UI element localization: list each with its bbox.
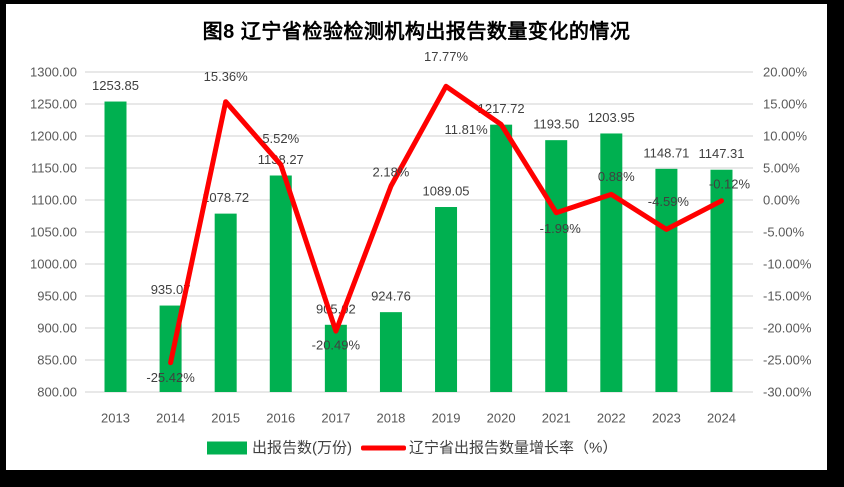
legend-line-swatch-icon [361, 445, 406, 451]
bar-2015 [214, 213, 237, 392]
bar-2021 [545, 140, 568, 392]
legend-label-bars: 出报告数(万份) [252, 440, 352, 457]
x-axis-label: 2023 [652, 411, 681, 426]
bar-2017 [324, 324, 347, 392]
right-axis-tick-label: 0.00% [763, 193, 800, 208]
left-axis-tick-label: 900.00 [37, 321, 77, 336]
x-axis-label: 2018 [376, 411, 405, 426]
growth-value-label: 17.77% [424, 49, 469, 64]
x-axis-label: 2019 [432, 411, 461, 426]
growth-value-label: -1.99% [540, 221, 582, 236]
x-axis-label: 2022 [597, 411, 626, 426]
legend-bar-swatch-icon [207, 441, 247, 455]
left-axis-tick-label: 1000.00 [30, 257, 77, 272]
bar-2024 [710, 169, 733, 392]
right-axis-tick-label: 20.00% [763, 65, 808, 80]
growth-value-label: 11.81% [445, 122, 489, 137]
bar-value-label: 1203.95 [588, 110, 635, 125]
right-axis-tick-label: -5.00% [763, 225, 805, 240]
x-axis-label: 2020 [487, 411, 516, 426]
chart-plot-area: 1300.00 20.00% 1250.00 15.00% 1200.00 10.00% 1… [30, 49, 812, 457]
bar-2020 [490, 124, 513, 392]
right-axis-tick-label: 5.00% [763, 161, 800, 176]
left-axis-tick-label: 1150.00 [31, 161, 77, 176]
legend-label-line: 辽宁省出报告数量增长率（%） [409, 440, 617, 457]
bar-value-label: 1217.72 [478, 101, 525, 116]
left-axis-tick-label: 850.00 [37, 353, 77, 368]
bar-value-label: 1147.31 [698, 146, 744, 161]
left-axis-tick-label: 1250.00 [30, 97, 77, 112]
bar-2018 [379, 312, 402, 392]
bar-value-label: 924.76 [371, 289, 411, 304]
right-axis-tick-label: 10.00% [763, 129, 808, 144]
growth-value-label: -4.59% [648, 194, 690, 209]
chart-title: 图8 辽宁省检验检测机构出报告数量变化的情况 [202, 21, 631, 43]
left-axis-tick-label: 1100.00 [31, 193, 77, 208]
x-axis-label: 2013 [101, 411, 130, 426]
x-axis-label: 2017 [321, 411, 350, 426]
growth-value-label: 2.18% [373, 165, 410, 180]
bar-value-label: 1253.85 [92, 78, 139, 93]
bar-value-label: 1148.71 [643, 145, 689, 160]
left-axis-tick-label: 950.00 [37, 289, 77, 304]
right-axis-tick-label: -30.00% [763, 385, 812, 400]
right-axis-tick-label: -20.00% [763, 321, 812, 336]
growth-value-label: 0.88% [598, 169, 635, 184]
right-axis-tick-label: -10.00% [763, 257, 812, 272]
right-axis-tick-label: 15.00% [763, 97, 808, 112]
growth-line [168, 83, 724, 366]
x-axis-label: 2016 [266, 411, 295, 426]
bar-2016 [269, 175, 292, 392]
right-axis-tick-label: -15.00% [763, 289, 812, 304]
x-axis-label: 2024 [707, 411, 736, 426]
left-axis-tick-label: 1300.00 [30, 65, 77, 80]
right-axis-tick-label: -25.00% [763, 353, 812, 368]
left-axis-tick-label: 1200.00 [30, 129, 77, 144]
growth-value-label: -20.49% [312, 338, 361, 353]
bar-value-label: 1078.72 [202, 190, 249, 205]
bar-value-label: 935.07 [151, 282, 191, 297]
growth-value-label: 5.52% [262, 131, 299, 146]
bar-2019 [435, 207, 458, 392]
x-axis-label: 2021 [542, 411, 571, 426]
bar-value-label: 1138.27 [258, 152, 304, 167]
bar-value-label: 1089.05 [423, 184, 470, 199]
bar-value-label: 905.02 [316, 301, 356, 316]
bar-2013 [104, 101, 127, 392]
left-axis-tick-label: 800.00 [37, 385, 77, 400]
bar-value-label: 1193.50 [533, 117, 579, 132]
growth-value-label: -0.12% [709, 176, 751, 191]
left-axis-tick-label: 1050.00 [30, 225, 77, 240]
x-axis-label: 2014 [156, 411, 185, 426]
growth-value-label: -25.42% [146, 370, 195, 385]
growth-value-label: 15.36% [204, 69, 249, 84]
x-axis-label: 2015 [211, 411, 240, 426]
